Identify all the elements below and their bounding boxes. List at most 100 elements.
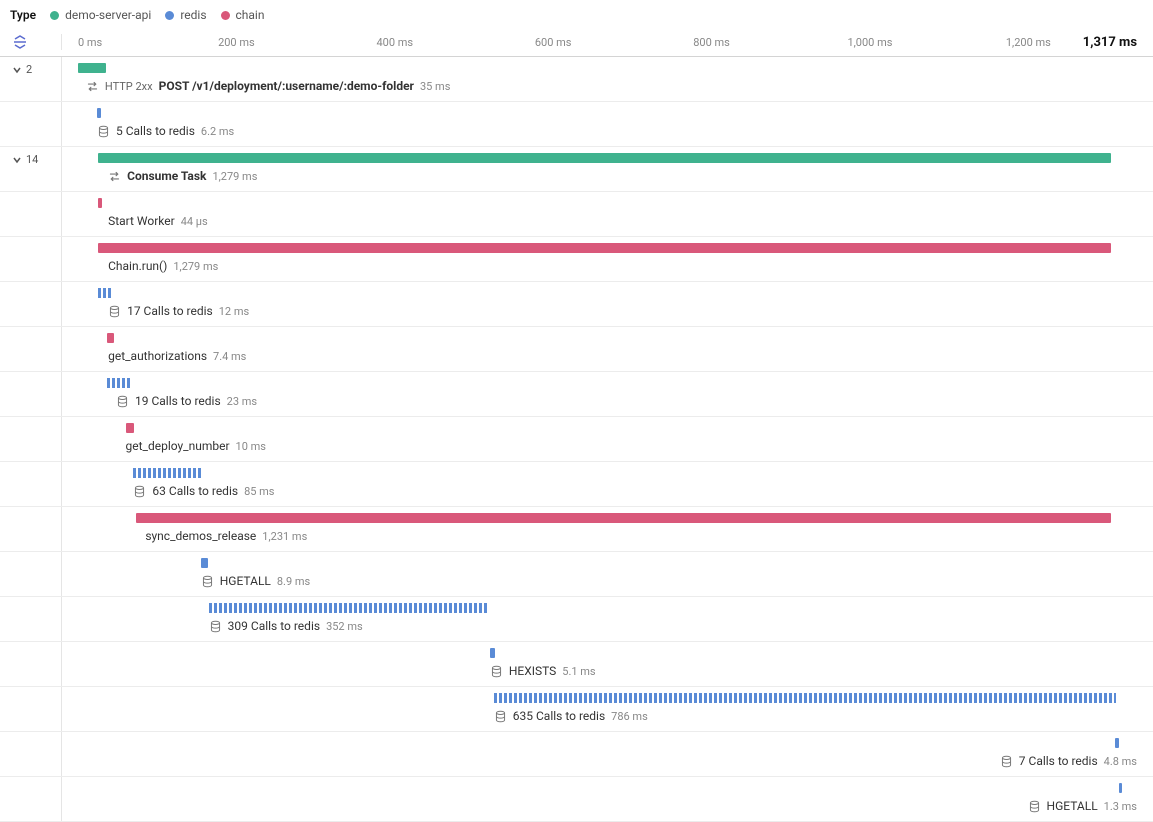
span-gutter (0, 642, 62, 686)
span-duration: 44 µs (181, 215, 208, 228)
span-gutter (0, 732, 62, 776)
legend-item-1[interactable]: redis (165, 8, 206, 22)
collapse-all-icon[interactable] (12, 34, 28, 50)
span-row[interactable]: sync_demos_release 1,231 ms (0, 507, 1153, 552)
ruler-gutter (0, 34, 62, 50)
span-bar[interactable] (98, 243, 1111, 253)
span-row[interactable]: 19 Calls to redis 23 ms (0, 372, 1153, 417)
span-row[interactable]: 309 Calls to redis352 ms (0, 597, 1153, 642)
track-area: HTTP 2xxPOST /v1/deployment/:username/:d… (62, 57, 1153, 101)
track-area: 19 Calls to redis 23 ms (62, 372, 1153, 416)
span-bar[interactable] (126, 423, 134, 433)
legend-item-0[interactable]: demo-server-api (50, 8, 151, 22)
span-bar[interactable] (1119, 783, 1122, 793)
transaction-icon (86, 80, 99, 93)
span-name: sync_demos_release (145, 529, 256, 543)
span-stripes[interactable] (107, 378, 131, 388)
span-bar[interactable] (97, 108, 101, 118)
time-ruler[interactable]: 1,317 ms 0 ms200 ms400 ms600 ms800 ms1,0… (62, 28, 1153, 56)
span-row[interactable]: get_authorizations7.4 ms (0, 327, 1153, 372)
track-area: get_authorizations7.4 ms (62, 327, 1153, 371)
span-label: Start Worker44 µs (108, 214, 208, 228)
span-row[interactable]: 5 Calls to redis6.2 ms (0, 102, 1153, 147)
database-icon (201, 575, 214, 588)
span-name: 19 Calls to redis (135, 394, 221, 408)
span-duration: 1.3 ms (1104, 800, 1137, 813)
group-toggle[interactable]: 2 (12, 63, 32, 76)
span-bar[interactable] (98, 198, 102, 208)
span-gutter (0, 372, 62, 416)
span-row[interactable]: 2 HTTP 2xxPOST /v1/deployment/:username/:… (0, 57, 1153, 102)
span-label: get_deploy_number10 ms (126, 439, 266, 453)
span-stripes[interactable] (98, 288, 114, 298)
database-icon (1028, 800, 1041, 813)
trace-waterfall: Type demo-server-api redis chain 1,317 m… (0, 0, 1153, 822)
span-label: HTTP 2xxPOST /v1/deployment/:username/:d… (86, 79, 450, 93)
span-stripes[interactable] (133, 468, 201, 478)
span-duration: 4.8 ms (1104, 755, 1137, 768)
group-toggle[interactable]: 14 (12, 153, 38, 166)
span-row[interactable]: Start Worker44 µs (0, 192, 1153, 237)
legend-title: Type (10, 8, 36, 22)
database-icon (116, 395, 129, 408)
span-gutter (0, 597, 62, 641)
span-name: Consume Task (127, 169, 206, 183)
time-ruler-row: 1,317 ms 0 ms200 ms400 ms600 ms800 ms1,0… (0, 28, 1153, 57)
database-icon (490, 665, 503, 678)
total-duration: 1,317 ms (1083, 28, 1137, 56)
span-bar[interactable] (490, 648, 495, 658)
span-label: 7 Calls to redis4.8 ms (1000, 754, 1137, 768)
span-row[interactable]: 14Consume Task1,279 ms (0, 147, 1153, 192)
span-bar[interactable] (201, 558, 208, 568)
spans-container: 2 HTTP 2xxPOST /v1/deployment/:username/:… (0, 57, 1153, 822)
ruler-tick: 800 ms (693, 28, 730, 56)
span-stripes[interactable] (209, 603, 489, 613)
span-row[interactable]: 635 Calls to redis 786 ms (0, 687, 1153, 732)
ruler-tick: 1,200 ms (1006, 28, 1051, 56)
span-duration: 12 ms (219, 305, 249, 318)
group-count: 2 (26, 63, 32, 76)
legend-item-2[interactable]: chain (221, 8, 265, 22)
span-row[interactable]: 17 Calls to redis12 ms (0, 282, 1153, 327)
span-bar[interactable] (1115, 738, 1119, 748)
span-duration: 23 ms (227, 395, 257, 408)
track-area: 635 Calls to redis 786 ms (62, 687, 1153, 731)
span-bar[interactable] (78, 63, 106, 73)
span-duration: 1,231 ms (262, 530, 307, 543)
database-icon (1000, 755, 1013, 768)
span-row[interactable]: HGETALL1.3 ms (0, 777, 1153, 822)
span-bar[interactable] (107, 333, 114, 343)
span-row[interactable]: 7 Calls to redis4.8 ms (0, 732, 1153, 777)
track-area: Start Worker44 µs (62, 192, 1153, 236)
track-area: HGETALL1.3 ms (62, 777, 1153, 821)
span-duration: 786 ms (611, 710, 648, 723)
span-name: get_authorizations (108, 349, 207, 363)
span-row[interactable]: 63 Calls to redis 85 ms (0, 462, 1153, 507)
track-area: Chain.run()1,279 ms (62, 237, 1153, 281)
span-label: HEXISTS5.1 ms (490, 664, 596, 678)
chevron-down-icon (12, 65, 22, 75)
span-name: 63 Calls to redis (152, 484, 238, 498)
span-duration: 8.9 ms (277, 575, 310, 588)
database-icon (209, 620, 222, 633)
span-row[interactable]: get_deploy_number10 ms (0, 417, 1153, 462)
span-bar[interactable] (98, 153, 1111, 163)
span-label: 63 Calls to redis 85 ms (133, 484, 274, 498)
span-gutter (0, 507, 62, 551)
span-gutter: 2 (0, 57, 62, 101)
legend-label: demo-server-api (65, 8, 151, 22)
legend-header: Type demo-server-api redis chain (0, 0, 1153, 28)
track-area: 5 Calls to redis6.2 ms (62, 102, 1153, 146)
span-name: POST /v1/deployment/:username/:demo-fold… (159, 79, 414, 93)
transaction-icon (108, 170, 121, 183)
span-row[interactable]: Chain.run()1,279 ms (0, 237, 1153, 282)
span-bar[interactable] (136, 513, 1111, 523)
span-duration: 85 ms (244, 485, 274, 498)
legend-dot (165, 11, 174, 20)
span-row[interactable]: HGETALL8.9 ms (0, 552, 1153, 597)
span-name: 635 Calls to redis (513, 709, 605, 723)
span-stripes[interactable] (494, 693, 1116, 703)
span-gutter (0, 282, 62, 326)
legend-dot (50, 11, 59, 20)
span-row[interactable]: HEXISTS5.1 ms (0, 642, 1153, 687)
